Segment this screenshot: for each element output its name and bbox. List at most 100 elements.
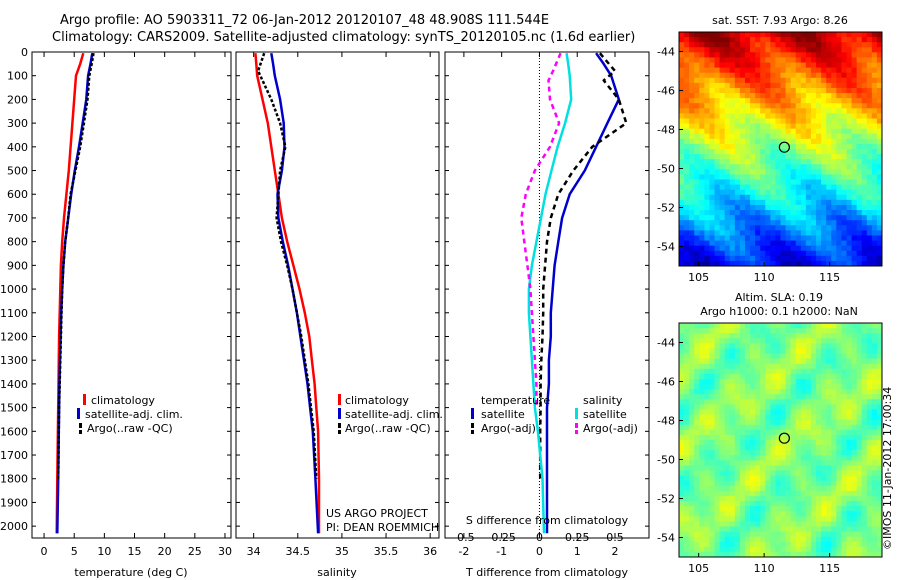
map-cell	[831, 52, 837, 58]
map-y-tick-label: -54	[657, 241, 675, 254]
map-cell	[846, 470, 852, 477]
map-cell	[684, 108, 690, 114]
map-cell	[816, 440, 822, 446]
map-cell	[734, 93, 741, 99]
map-cell	[684, 368, 690, 375]
map-cell	[760, 546, 766, 553]
map-cell	[816, 434, 822, 441]
map-cell	[704, 194, 710, 201]
map-cell	[876, 52, 883, 58]
map-cell	[719, 37, 726, 43]
map-cell	[755, 511, 761, 517]
map-cell	[846, 521, 852, 527]
map-cell	[744, 240, 751, 247]
map-cell	[684, 521, 690, 527]
map-cell	[760, 98, 766, 104]
map-cell	[851, 373, 858, 380]
map-cell	[851, 118, 858, 124]
map-cell	[684, 184, 690, 191]
map-cell	[760, 399, 766, 405]
map-cell	[800, 123, 807, 130]
map-cell	[790, 189, 797, 196]
map-cell	[719, 465, 726, 471]
map-cell	[729, 47, 736, 53]
map-cell	[846, 174, 852, 180]
map-cell	[719, 52, 726, 58]
map-cell	[876, 399, 883, 405]
map-cell	[714, 450, 720, 456]
map-cell	[704, 511, 710, 517]
map-cell	[831, 414, 837, 421]
map-cell	[831, 250, 837, 257]
map-cell	[704, 184, 710, 191]
map-cell	[856, 143, 863, 150]
map-cell	[841, 174, 847, 180]
map-cell	[679, 32, 685, 38]
map-cell	[810, 123, 817, 130]
map-cell	[841, 42, 847, 48]
map-cell	[826, 108, 832, 114]
map-cell	[694, 343, 700, 349]
map-cell	[876, 358, 883, 365]
map-cell	[780, 215, 786, 221]
map-cell	[775, 501, 781, 507]
map-cell	[770, 230, 776, 236]
map-cell	[821, 149, 827, 155]
map-cell	[841, 434, 847, 441]
map-cell	[760, 240, 766, 247]
map-cell	[851, 179, 858, 186]
map-cell	[861, 490, 868, 497]
map-cell	[826, 429, 832, 436]
map-cell	[871, 143, 878, 150]
map-cell	[709, 210, 715, 216]
map-cell	[694, 103, 700, 109]
map-cell	[821, 384, 827, 390]
map-cell	[679, 333, 685, 339]
map-cell	[851, 42, 858, 48]
map-cell	[750, 495, 756, 502]
map-cell	[679, 103, 685, 109]
map-cell	[770, 323, 776, 329]
map-cell	[684, 373, 690, 380]
map-cell	[876, 424, 883, 431]
map-cell	[790, 404, 797, 410]
map-cell	[826, 143, 832, 150]
map-cell	[689, 394, 695, 400]
map-cell	[876, 184, 883, 191]
map-cell	[714, 98, 720, 104]
map-cell	[694, 204, 700, 211]
map-cell	[846, 67, 852, 74]
map-cell	[734, 255, 741, 262]
map-cell	[684, 343, 690, 349]
map-cell	[679, 62, 685, 69]
map-cell	[755, 62, 761, 69]
map-cell	[699, 230, 705, 236]
map-cell	[714, 189, 720, 196]
map-cell	[755, 424, 761, 431]
map-cell	[785, 128, 792, 135]
map-cell	[729, 373, 736, 380]
map-cell	[765, 516, 771, 522]
map-cell	[694, 490, 700, 497]
map-cell	[699, 62, 705, 69]
map-cell	[750, 511, 756, 517]
map-cell	[684, 62, 690, 69]
map-cell	[785, 551, 792, 558]
map-cell	[851, 52, 858, 58]
map-cell	[821, 47, 827, 53]
map-cell	[841, 179, 847, 186]
map-cell	[770, 72, 776, 79]
map-cell	[826, 169, 832, 175]
map-cell	[739, 230, 746, 236]
map-cell	[770, 333, 776, 339]
map-cell	[805, 164, 812, 170]
map-cell	[729, 541, 736, 548]
map-cell	[734, 123, 741, 130]
map-cell	[709, 47, 715, 53]
map-cell	[684, 511, 690, 517]
map-cell	[800, 378, 807, 385]
map-cell	[709, 169, 715, 175]
map-cell	[816, 93, 822, 99]
map-cell	[714, 419, 720, 426]
map-cell	[831, 368, 837, 375]
